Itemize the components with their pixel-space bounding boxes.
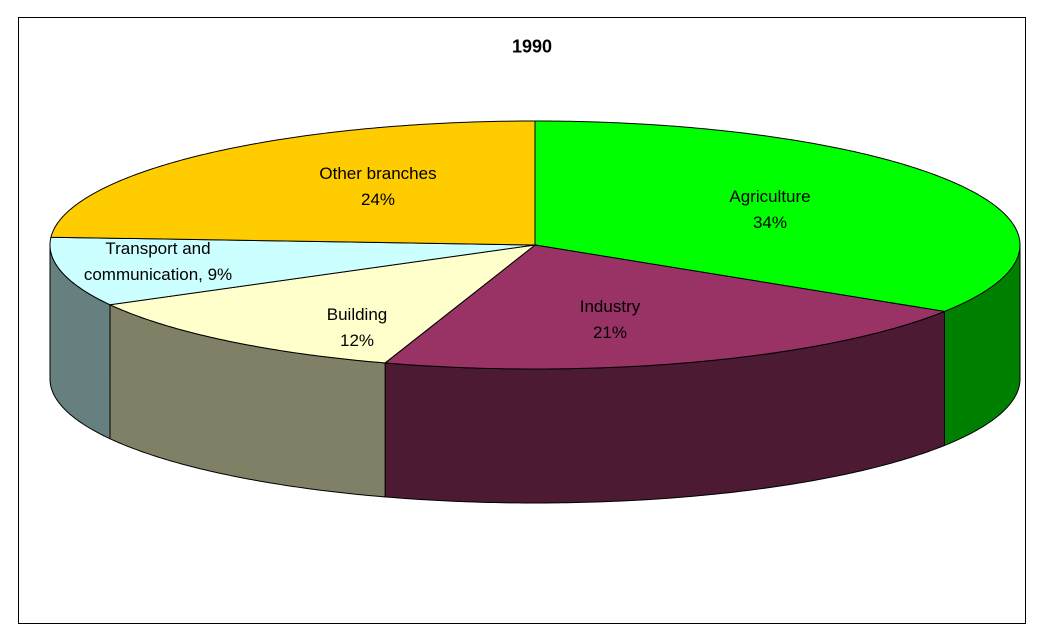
slice: [383, 244, 947, 370]
data-label: Transport and communication, 9%: [83, 239, 233, 284]
pie-tops: [49, 120, 1021, 370]
data-label: Other branches 24%: [319, 164, 437, 209]
slice: [534, 120, 1021, 312]
data-label: Building 12%: [326, 305, 388, 350]
slice: [49, 236, 536, 306]
data-label: Industry 21%: [579, 297, 641, 342]
slice: [108, 244, 537, 364]
chart-title: 1990: [511, 36, 553, 57]
data-label: Agriculture 34%: [729, 187, 811, 232]
pie-sides: [49, 244, 1021, 504]
slice: [50, 120, 536, 246]
